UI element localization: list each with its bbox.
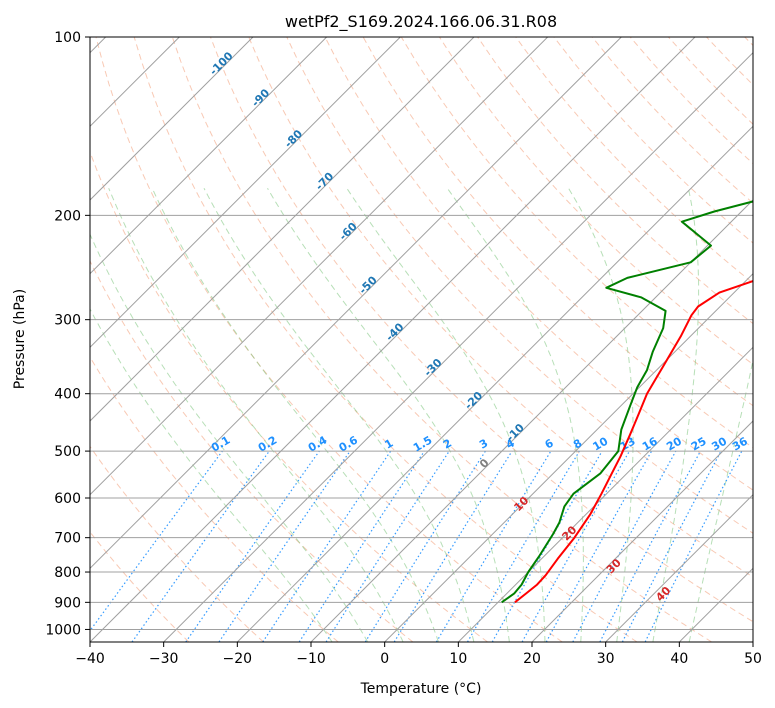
dewpoint-profile-line	[501, 200, 753, 604]
mixing-ratio-line	[218, 450, 351, 642]
moist-adiabat-line	[90, 233, 369, 642]
dry-adiabat-line	[133, 37, 638, 642]
x-tick-label: 50	[744, 651, 762, 667]
isotherm-line	[310, 199, 753, 642]
x-tick-label: −40	[75, 651, 105, 667]
dry-adiabat-line	[90, 356, 339, 642]
isotherm-line	[531, 420, 753, 642]
plot-frame	[89, 36, 754, 643]
plot-area	[90, 37, 753, 642]
moist-adiabat-line	[108, 188, 404, 642]
x-tick-label: 10	[449, 651, 467, 667]
mixing-ratio-line	[644, 450, 743, 642]
dry-adiabat-line	[171, 37, 712, 642]
y-tick-label: 700	[54, 531, 81, 547]
y-tick-label: 600	[54, 491, 81, 507]
x-axis-label: Temperature (°C)	[360, 681, 482, 697]
mixing-ratio-line	[131, 450, 270, 642]
mixing-ratio-line	[90, 450, 223, 632]
y-tick-label: 800	[54, 565, 81, 581]
dry-adiabat-line	[286, 37, 753, 534]
isotherm-line	[90, 37, 622, 570]
isotherm-line	[236, 125, 753, 642]
moist-adiabat-line	[688, 358, 753, 642]
dry-adiabat-line	[210, 37, 753, 623]
y-tick-label: 400	[54, 387, 81, 403]
mixing-ratio-line	[325, 450, 450, 642]
x-tick-label: 20	[523, 651, 541, 667]
dry-adiabat-line	[248, 37, 753, 578]
moist-adiabat-line	[652, 188, 700, 642]
x-tick-label: −30	[149, 651, 179, 667]
mixing-ratio-line	[521, 450, 631, 642]
moist-adiabat-line	[267, 187, 510, 642]
mixing-ratio-line	[262, 450, 392, 642]
y-tick-label: 200	[54, 208, 81, 224]
mixing-ratio-line	[572, 450, 677, 642]
dry-adiabat-line	[324, 37, 753, 491]
mixing-ratio-line	[545, 450, 653, 642]
y-tick-label: 100	[54, 30, 81, 46]
x-tick-label: −10	[296, 651, 326, 667]
mixing-ratio-line	[185, 450, 320, 642]
isotherm-line	[457, 346, 753, 642]
isotherm-line	[384, 272, 753, 642]
isotherm-line	[90, 37, 401, 349]
dry-adiabat-line	[90, 259, 414, 642]
isotherm-line	[90, 37, 549, 496]
moist-adiabat-line	[203, 187, 475, 642]
y-tick-label: 1000	[45, 622, 81, 638]
isotherm-line	[163, 51, 753, 642]
isotherm-line	[90, 37, 696, 642]
isotherm-line	[90, 37, 254, 201]
y-tick-label: 900	[54, 595, 81, 611]
y-axis-label: Pressure (hPa)	[12, 289, 28, 389]
mixing-ratio-line	[298, 450, 425, 642]
x-tick-label: 30	[597, 651, 615, 667]
grid-lines	[90, 37, 753, 642]
y-tick-label: 300	[54, 313, 81, 329]
moist-adiabat-line	[151, 187, 439, 642]
moist-adiabat-line	[90, 308, 333, 642]
y-tick-label: 500	[54, 444, 81, 460]
isotherm-line	[90, 37, 475, 422]
temperature-profile-line	[514, 279, 753, 604]
dry-adiabat-line	[90, 445, 264, 642]
x-tick-label: −20	[223, 651, 253, 667]
mixing-ratio-line	[393, 450, 513, 642]
moist-adiabat-line	[346, 187, 546, 642]
isotherm-line	[605, 493, 753, 642]
x-tick-label: 40	[670, 651, 688, 667]
moist-adiabat-line	[568, 187, 634, 642]
axis-ticks: −40 −30 −20 −10 0 10 20 30 40 50 100 200 300 400 500 60…	[45, 30, 762, 667]
x-tick-label: 0	[380, 651, 389, 667]
series-layer	[501, 200, 753, 604]
chart-title: wetPf2_S169.2024.166.06.31.R08	[285, 12, 557, 32]
isotherm-line	[90, 37, 328, 275]
